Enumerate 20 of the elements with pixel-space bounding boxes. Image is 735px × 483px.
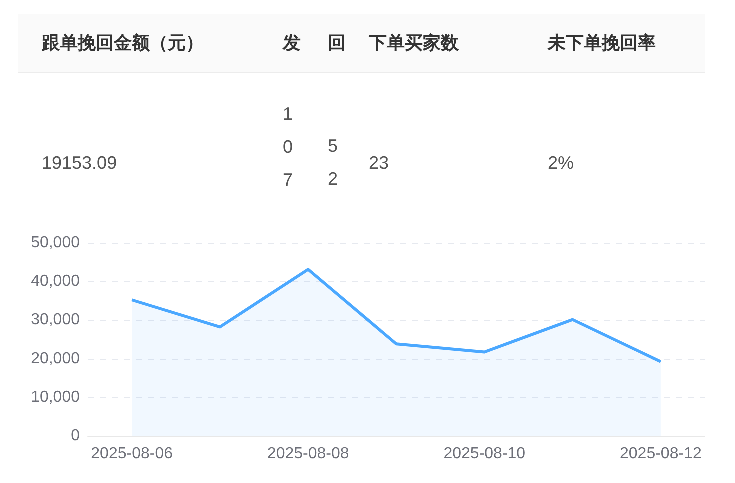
y-tick-label: 20,000 (31, 350, 80, 368)
text: 2% (548, 152, 574, 172)
x-tick-label: 2025-08-12 (620, 446, 702, 462)
text: 23 (369, 152, 390, 172)
category-label: 回 (328, 32, 347, 55)
x-tick-label: 2025-08-06 (91, 446, 174, 462)
category-label: 跟单挽回金额（元） (41, 32, 205, 55)
text: 19153.09 (42, 152, 118, 172)
category-label: 下单买家数 (369, 32, 460, 55)
category-label: 发 (283, 32, 302, 55)
y-tick-label: 30,000 (31, 312, 80, 329)
y-tick-label: 10,000 (31, 388, 80, 406)
category-label: 未下单挽回率 (548, 32, 657, 55)
y-tick-label: 50,000 (31, 234, 80, 252)
x-tick-label: 2025-08-08 (267, 446, 350, 462)
text: 52 (328, 136, 338, 188)
y-tick-label: 40,000 (31, 273, 80, 290)
text: 107 (283, 104, 294, 190)
y-tick-label: 0 (71, 428, 80, 444)
x-tick-label: 2025-08-10 (444, 446, 526, 462)
